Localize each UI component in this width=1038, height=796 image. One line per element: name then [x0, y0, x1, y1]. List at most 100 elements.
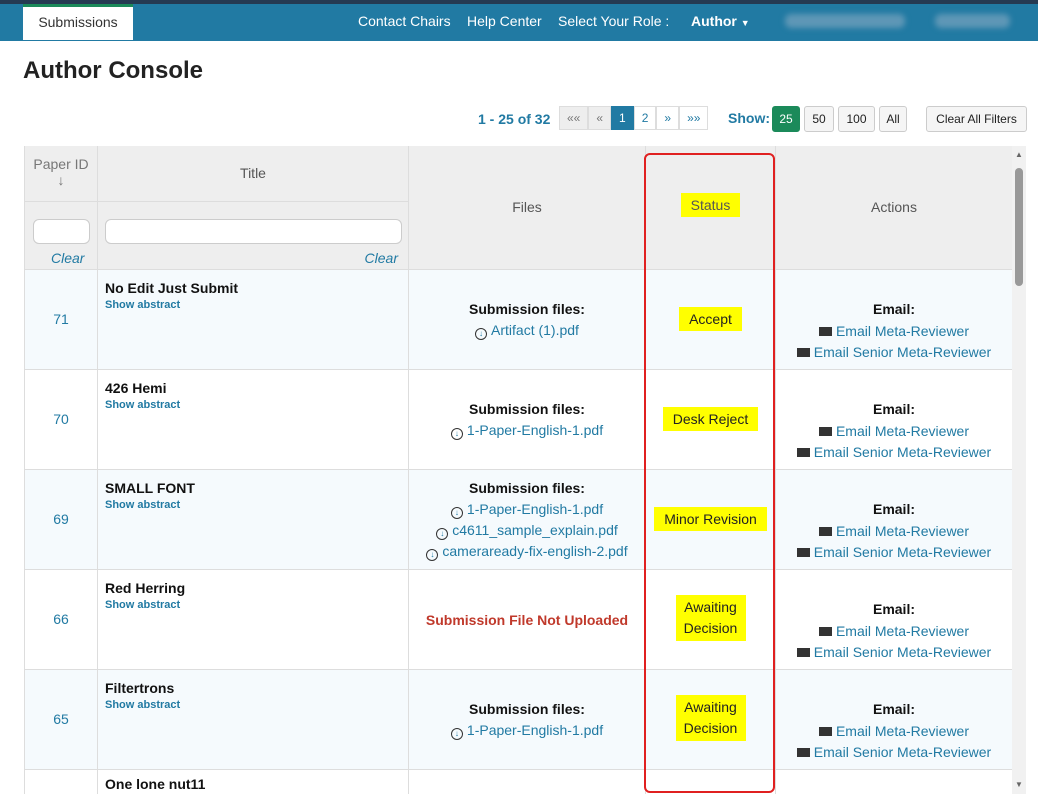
- status-cell: Awaiting Decision: [646, 670, 776, 769]
- file-name: cameraready-fix-english-2.pdf: [442, 543, 628, 559]
- show-50-button[interactable]: 50: [804, 106, 834, 132]
- tab-submissions[interactable]: Submissions: [23, 4, 133, 40]
- page-2-button[interactable]: 2: [633, 106, 657, 130]
- account-menu-blurred[interactable]: [935, 14, 1010, 28]
- download-icon: ↓: [426, 549, 439, 561]
- next-page-button[interactable]: »: [656, 106, 680, 130]
- last-page-button[interactable]: »»: [679, 106, 709, 130]
- header-actions: Actions: [776, 146, 1012, 270]
- email-meta-reviewer-link[interactable]: Email Meta-Reviewer: [776, 621, 1012, 643]
- title-filter-input[interactable]: [105, 219, 402, 244]
- first-page-button[interactable]: ««: [559, 106, 589, 130]
- file-download-link[interactable]: ↓ cameraready-fix-english-2.pdf: [409, 541, 645, 562]
- email-senior-meta-reviewer-link[interactable]: Email Senior Meta-Reviewer: [776, 742, 1012, 764]
- scrollbar[interactable]: ▲ ▼: [1012, 146, 1026, 794]
- show-all-button[interactable]: All: [879, 106, 907, 132]
- show-abstract-link[interactable]: Show abstract: [105, 699, 181, 711]
- scroll-down-icon[interactable]: ▼: [1015, 780, 1023, 789]
- file-download-link[interactable]: ↓ 1-Paper-English-1.pdf: [409, 499, 645, 520]
- file-download-link[interactable]: ↓ 1-Paper-English-1.pdf: [409, 420, 645, 441]
- show-abstract-link[interactable]: Show abstract: [105, 599, 181, 611]
- actions-cell: Email: Email Meta-Reviewer Email Senior Me…: [776, 670, 1012, 769]
- file-download-link[interactable]: ↓ 1-Paper-English-1.pdf: [409, 720, 645, 741]
- file-not-uploaded: Submission File Not Uploaded: [425, 612, 629, 628]
- table-header: Paper ID ↓ Clear Title Clear Files Status…: [25, 146, 1012, 270]
- header-paper-id[interactable]: Paper ID ↓ Clear: [25, 146, 98, 270]
- status-badge: Awaiting Decision: [675, 595, 746, 641]
- scrollbar-thumb[interactable]: [1015, 168, 1023, 286]
- header-status[interactable]: Status: [646, 146, 776, 270]
- email-senior-meta-reviewer-link[interactable]: Email Senior Meta-Reviewer: [776, 642, 1012, 664]
- status-badge: Accept: [679, 307, 742, 331]
- clear-all-filters-button[interactable]: Clear All Filters: [926, 106, 1027, 132]
- email-meta-reviewer-link[interactable]: Email Meta-Reviewer: [776, 721, 1012, 743]
- email-meta-reviewer-label: Email Meta-Reviewer: [835, 522, 970, 539]
- page-1-button[interactable]: 1: [611, 106, 634, 130]
- prev-page-button[interactable]: «: [588, 106, 612, 130]
- envelope-icon: [818, 726, 832, 736]
- paper-title: Red Herring: [105, 580, 186, 596]
- show-abstract-link[interactable]: Show abstract: [105, 299, 181, 311]
- actions-cell: Email: Email Meta-Reviewer Email Senior Me…: [776, 470, 1012, 569]
- user-menu-blurred[interactable]: [785, 14, 905, 28]
- email-meta-reviewer-link[interactable]: Email Meta-Reviewer: [776, 421, 1012, 443]
- role-label: Select Your Role :: [558, 13, 670, 29]
- pagination: «« « 1 2 » »»: [559, 106, 709, 131]
- email-senior-meta-reviewer-label: Email Senior Meta-Reviewer: [813, 644, 992, 660]
- clear-paper-id-filter[interactable]: Clear: [51, 250, 85, 266]
- file-download-link[interactable]: ↓ c4611_sample_explain.pdf: [409, 520, 645, 541]
- files-label: Files: [512, 199, 542, 215]
- caret-down-icon: ▼: [740, 18, 750, 28]
- file-name: Artifact (1).pdf: [491, 322, 579, 338]
- paper-id[interactable]: 69: [53, 511, 69, 527]
- show-100-button[interactable]: 100: [838, 106, 875, 132]
- email-label: Email:: [872, 401, 915, 417]
- table-row: 69 SMALL FONT Show abstract Submission file…: [25, 470, 1012, 570]
- file-name: 1-Paper-English-1.pdf: [466, 422, 604, 438]
- title-cell: One lone nut11: [98, 770, 409, 794]
- paper-id[interactable]: 66: [53, 611, 69, 627]
- paper-id-cell: 65: [25, 670, 98, 769]
- paper-id[interactable]: 70: [53, 411, 69, 427]
- help-center-link[interactable]: Help Center: [467, 13, 542, 29]
- show-abstract-link[interactable]: Show abstract: [105, 399, 181, 411]
- file-download-link[interactable]: ↓ Artifact (1).pdf: [409, 320, 645, 341]
- actions-label: Actions: [871, 199, 917, 215]
- role-dropdown[interactable]: Author ▼: [691, 13, 750, 29]
- files-cell: Submission files: ↓ 1-Paper-English-1.pdf: [409, 670, 646, 769]
- envelope-icon: [796, 548, 810, 557]
- contact-chairs-link[interactable]: Contact Chairs: [358, 13, 451, 29]
- paper-title: SMALL FONT: [105, 480, 195, 496]
- email-senior-meta-reviewer-link[interactable]: Email Senior Meta-Reviewer: [776, 542, 1012, 564]
- actions-cell: Email: Email Meta-Reviewer Email Senior Me…: [776, 270, 1012, 369]
- email-label: Email:: [872, 301, 915, 317]
- email-meta-reviewer-link[interactable]: Email Meta-Reviewer: [776, 521, 1012, 543]
- submission-files-label: Submission files:: [469, 301, 585, 317]
- scroll-up-icon[interactable]: ▲: [1015, 150, 1023, 159]
- email-senior-meta-reviewer-link[interactable]: Email Senior Meta-Reviewer: [776, 442, 1012, 464]
- title-cell: SMALL FONT Show abstract: [98, 470, 409, 569]
- email-senior-meta-reviewer-link[interactable]: Email Senior Meta-Reviewer: [776, 342, 1012, 364]
- clear-title-filter[interactable]: Clear: [364, 250, 398, 266]
- file-name: 1-Paper-English-1.pdf: [466, 501, 604, 517]
- show-25-button[interactable]: 25: [772, 106, 800, 132]
- files-cell: Submission files: ↓ 1-Paper-English-1.pdf ↓…: [409, 470, 646, 569]
- email-senior-meta-reviewer-label: Email Senior Meta-Reviewer: [813, 444, 992, 460]
- paper-id-filter-input[interactable]: [33, 219, 90, 244]
- paper-title: One lone nut11: [105, 776, 206, 792]
- paper-id[interactable]: 65: [53, 711, 69, 727]
- submissions-table: Paper ID ↓ Clear Title Clear Files Status…: [24, 146, 1012, 794]
- envelope-icon: [818, 626, 832, 636]
- download-icon: ↓: [450, 428, 463, 440]
- envelope-icon: [796, 348, 810, 357]
- table-row: 71 No Edit Just Submit Show abstract Submis…: [25, 270, 1012, 370]
- email-meta-reviewer-link[interactable]: Email Meta-Reviewer: [776, 321, 1012, 343]
- envelope-icon: [818, 326, 832, 336]
- paper-id[interactable]: 71: [53, 311, 69, 327]
- file-name: 1-Paper-English-1.pdf: [466, 722, 604, 738]
- show-abstract-link[interactable]: Show abstract: [105, 499, 181, 511]
- submission-files-label: Submission files:: [469, 480, 585, 496]
- paper-id-cell: 66: [25, 570, 98, 669]
- paper-id-label: Paper ID: [33, 156, 89, 172]
- header-title[interactable]: Title Clear: [98, 146, 409, 270]
